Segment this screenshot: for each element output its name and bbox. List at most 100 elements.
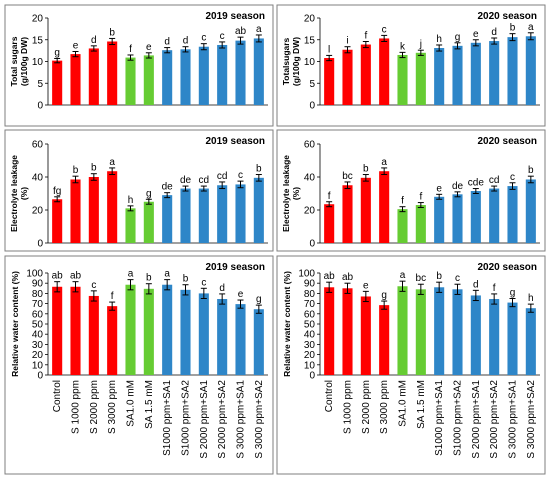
significance-letter: d <box>219 283 225 294</box>
y-tick-label: 60 <box>304 140 316 151</box>
y-tick-label: 60 <box>32 309 44 320</box>
bar-4 <box>107 306 118 375</box>
significance-letter: g <box>510 288 516 299</box>
y-tick-label: 20 <box>304 206 316 217</box>
y-axis-label: Electrolyte leakage(%) <box>9 155 29 232</box>
bar-8 <box>180 49 191 105</box>
significance-letter: f <box>328 191 331 202</box>
panel-frame <box>4 4 274 127</box>
season-title: 2019 season <box>206 262 266 273</box>
y-tick-label: 70 <box>304 299 316 310</box>
bar-10 <box>489 188 500 243</box>
bar-12 <box>525 179 536 243</box>
significance-letter: g <box>381 290 387 301</box>
y-tick-label: 15 <box>32 35 44 46</box>
season-title: 2019 season <box>206 136 266 147</box>
y-tick-label: 5 <box>309 79 315 90</box>
bar-12 <box>253 38 264 105</box>
x-category-label: S1000 ppm+SA2 <box>181 380 192 456</box>
bar-5 <box>397 286 408 375</box>
significance-letter: a <box>256 24 262 35</box>
significance-letter: b <box>528 165 534 176</box>
significance-letter: de <box>180 175 192 186</box>
bar-4 <box>379 38 390 105</box>
significance-letter: f <box>111 291 114 302</box>
bar-9 <box>470 191 481 243</box>
season-title: 2020 season <box>478 11 538 22</box>
bar-9 <box>470 295 481 375</box>
significance-letter: ab <box>235 26 247 37</box>
x-category-label: S 2000 ppm+SA2 <box>489 380 500 459</box>
y-tick-label: 100 <box>298 269 315 280</box>
x-category-label: S 1000 ppm <box>343 380 354 434</box>
bar-2 <box>70 286 81 375</box>
significance-letter: ab <box>52 271 64 282</box>
bar-12 <box>253 177 264 243</box>
significance-letter: b <box>183 274 189 285</box>
bar-9 <box>198 188 209 243</box>
bar-1 <box>52 286 63 375</box>
significance-letter: f <box>401 196 404 207</box>
x-category-label: S 3000 ppm <box>379 380 390 434</box>
bar-12 <box>525 36 536 105</box>
bar-7 <box>434 48 445 105</box>
bar-8 <box>180 188 191 243</box>
bar-7 <box>434 196 445 243</box>
significance-letter: bc <box>342 171 353 182</box>
significance-letter: a <box>128 269 134 280</box>
bar-4 <box>107 41 118 105</box>
significance-letter: g <box>146 188 152 199</box>
bar-6 <box>415 52 426 105</box>
significance-letter: a <box>400 270 406 281</box>
bar-12 <box>525 308 536 375</box>
bar-10 <box>489 41 500 105</box>
y-tick-label: 0 <box>37 239 43 250</box>
bar-9 <box>198 46 209 105</box>
x-category-label: SA1.0 mM <box>126 380 137 427</box>
season-title: 2020 season <box>478 136 538 147</box>
x-category-label: S1000 ppm+SA2 <box>453 380 464 456</box>
y-tick-label: 20 <box>32 350 44 361</box>
significance-letter: i <box>346 36 348 47</box>
bar-1 <box>52 199 63 243</box>
significance-letter: f <box>364 30 367 41</box>
significance-letter: b <box>91 163 97 174</box>
x-category-label: S 3000 ppm <box>107 380 118 434</box>
significance-letter: ab <box>324 271 336 282</box>
y-axis-label: Relative water content (%) <box>282 271 292 377</box>
bar-11 <box>507 37 518 105</box>
significance-letter: k <box>400 41 406 52</box>
bar-3 <box>88 295 99 375</box>
y-tick-label: 50 <box>304 320 316 331</box>
y-tick-label: 60 <box>32 140 44 151</box>
y-tick-label: 30 <box>32 340 44 351</box>
x-category-label: SA1.0 mM <box>398 380 409 427</box>
significance-letter: cd <box>199 175 210 186</box>
y-tick-label: 80 <box>304 289 316 300</box>
bar-6 <box>415 205 426 243</box>
y-axis-label: Electrolyte leakage(%) <box>281 155 301 232</box>
significance-letter: g <box>455 32 461 43</box>
bar-3 <box>360 44 371 105</box>
y-tick-label: 10 <box>304 360 316 371</box>
significance-letter: c <box>510 172 515 183</box>
significance-letter: a <box>528 22 534 33</box>
significance-letter: ab <box>342 272 354 283</box>
significance-letter: c <box>201 33 206 44</box>
y-tick-label: 70 <box>32 299 44 310</box>
significance-letter: e <box>473 29 479 40</box>
bar-3 <box>88 48 99 105</box>
significance-letter: f <box>493 283 496 294</box>
y-axis-label: Relative water content (%) <box>10 271 20 377</box>
bar-5 <box>125 284 136 375</box>
bar-2 <box>342 185 353 243</box>
x-category-label: SA 1.5 mM <box>144 380 155 429</box>
significance-letter: d <box>183 36 189 47</box>
significance-letter: b <box>146 273 152 284</box>
significance-letter: c <box>455 273 460 284</box>
significance-letter: b <box>510 23 516 34</box>
significance-letter: d <box>91 35 97 46</box>
